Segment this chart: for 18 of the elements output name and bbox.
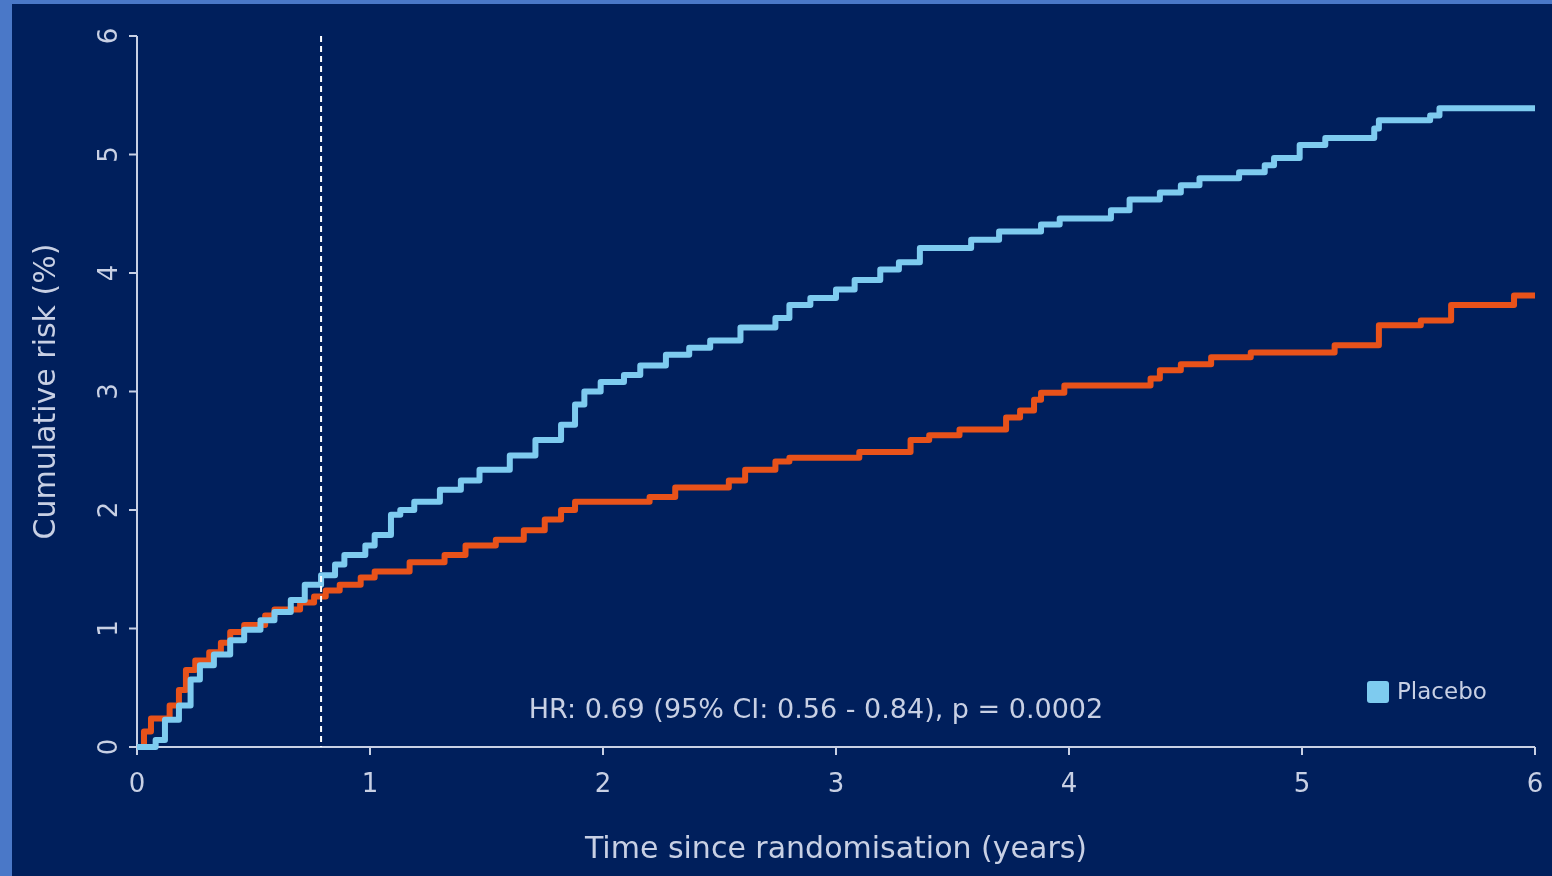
y-tick-label: 0 [92,738,123,756]
annotation: HR: 0.69 (95% CI: 0.56 - 0.84), p = 0.0002 [528,693,1104,724]
y-axis-title: Cumulative risk (%) [27,243,62,540]
x-tick-label: 0 [128,768,146,798]
y-tick-label: 6 [92,27,123,45]
x-tick-label: 3 [827,768,845,798]
x-axis-title: Time since randomisation (years) [583,830,1088,865]
y-tick-label: 5 [92,146,123,163]
y-tick-label: 4 [92,264,123,282]
y-tick-label: 1 [92,620,123,637]
x-tick-label: 4 [1060,768,1078,798]
legend-label: Placebo [1397,677,1487,704]
y-tick-label: 2 [92,501,123,519]
x-tick-label: 5 [1293,768,1311,798]
x-tick-label: 1 [361,768,379,798]
y-tick-label: 3 [92,383,123,400]
x-tick-label: 6 [1526,768,1544,798]
x-tick-label: 2 [594,768,612,798]
